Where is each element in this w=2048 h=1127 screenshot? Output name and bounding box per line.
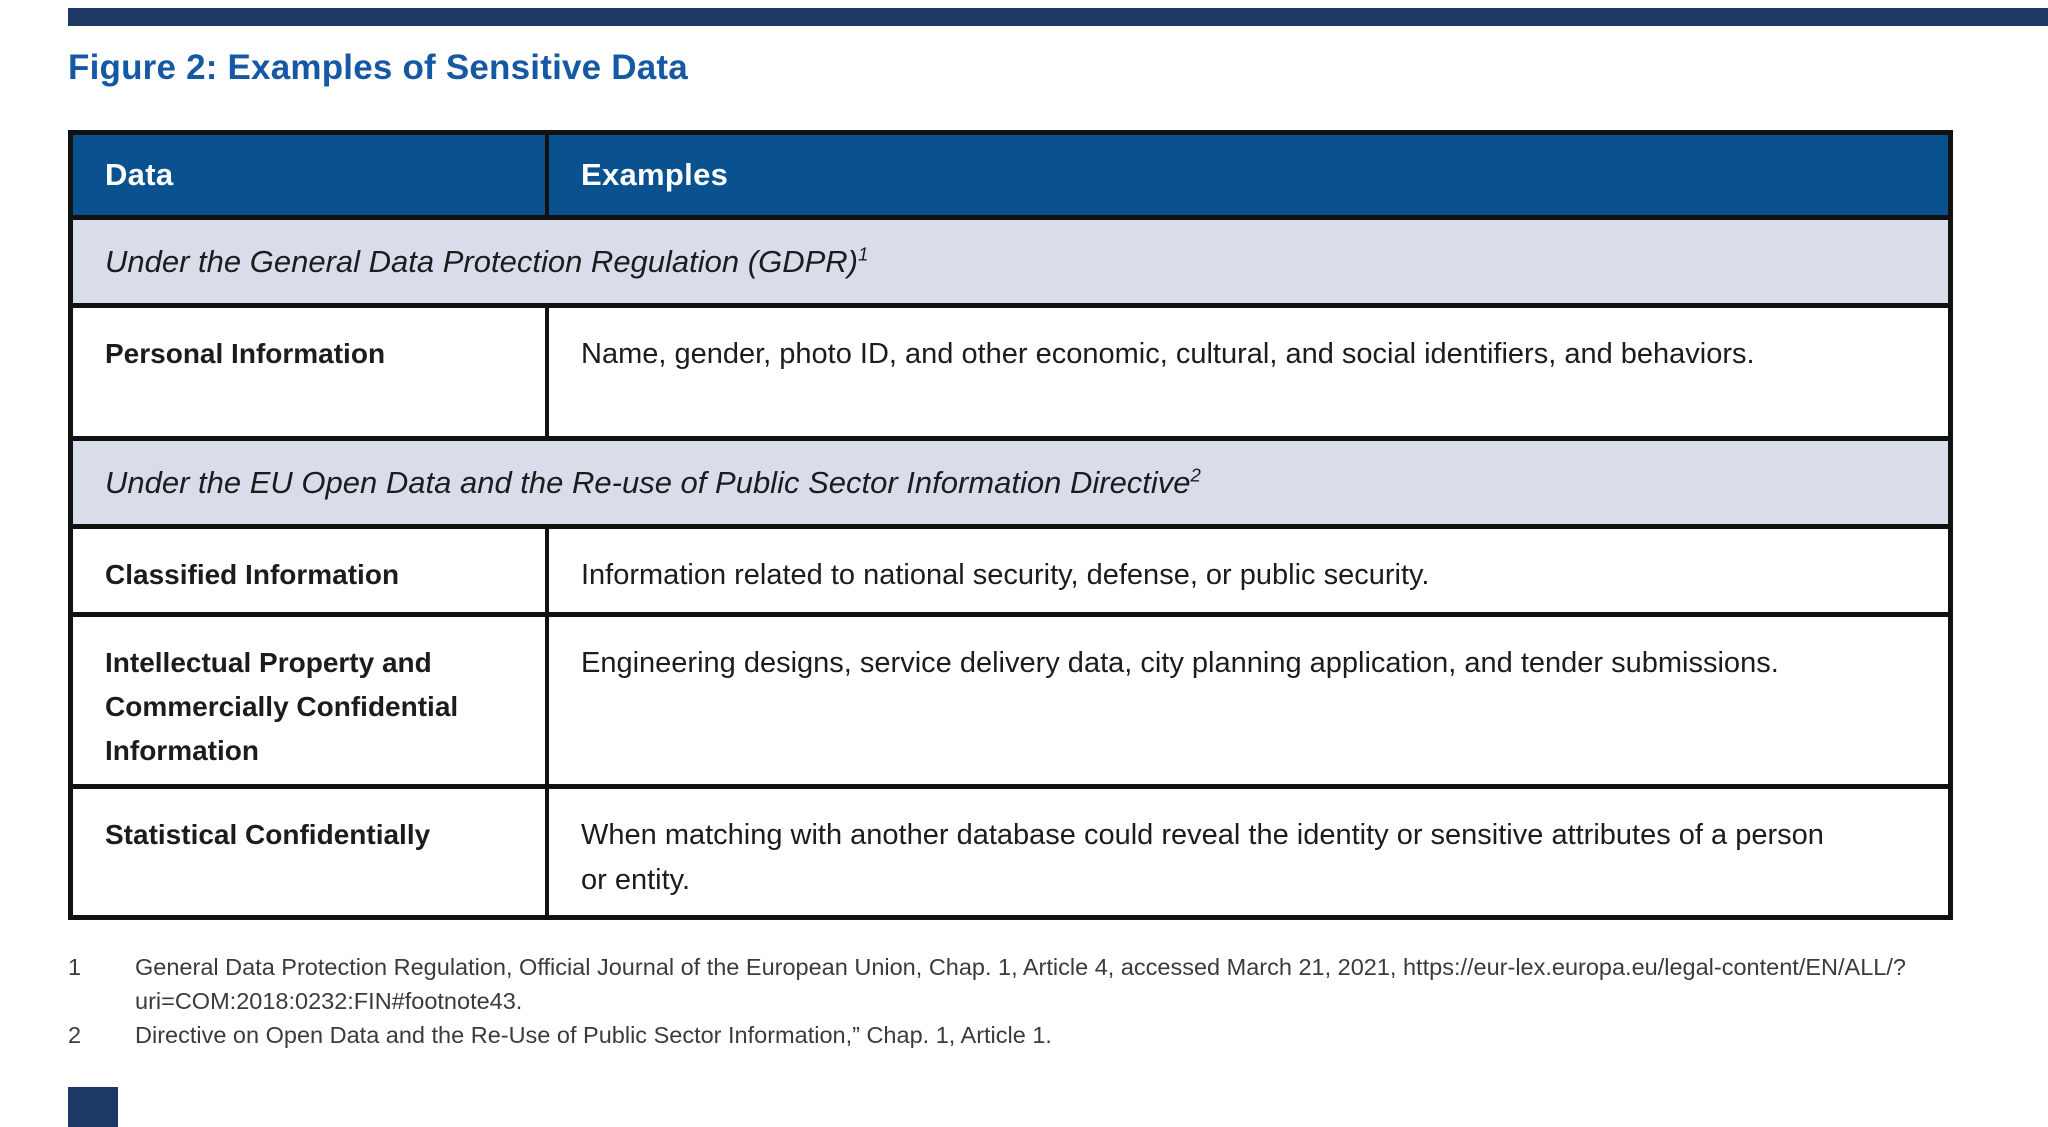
section-label: Under the General Data Protection Regula… [73, 244, 1948, 280]
examples-cell: When matching with another database coul… [549, 789, 1948, 915]
table-row-personal-information: Personal Information Name, gender, photo… [73, 303, 1948, 436]
data-cell: Classified Information [73, 529, 549, 612]
page-top-rule [68, 8, 2048, 26]
footnote-2: 2 Directive on Open Data and the Re-Use … [68, 1018, 1988, 1052]
data-cell: Personal Information [73, 308, 549, 436]
column-header-examples: Examples [581, 157, 729, 192]
section-row-gdpr: Under the General Data Protection Regula… [73, 215, 1948, 303]
examples-cell: Engineering designs, service delivery da… [549, 617, 1948, 784]
footnote-text: Directive on Open Data and the Re-Use of… [135, 1022, 1052, 1048]
section-label: Under the EU Open Data and the Re-use of… [73, 465, 1948, 501]
section-text: Under the General Data Protection Regula… [105, 243, 858, 279]
table-row-classified-information: Classified Information Information relat… [73, 524, 1948, 612]
column-header-data: Data [73, 135, 549, 215]
data-cell: Statistical Confidentially [73, 789, 549, 915]
table-row-statistical-confidentially: Statistical Confidentially When matching… [73, 784, 1948, 915]
examples-cell: Information related to national security… [549, 529, 1948, 612]
examples-text: Information related to national security… [581, 559, 1430, 591]
section-text: Under the EU Open Data and the Re-use of… [105, 464, 1191, 500]
page-corner-block [68, 1087, 118, 1127]
section-row-eu-open-data: Under the EU Open Data and the Re-use of… [73, 436, 1948, 524]
examples-cell: Name, gender, photo ID, and other econom… [549, 308, 1948, 436]
footnote-ref-2: 2 [1190, 464, 1201, 486]
table-row-intellectual-property: Intellectual Property and Commercially C… [73, 612, 1948, 784]
examples-text: When matching with another database coul… [581, 819, 1824, 896]
footnotes: 1 General Data Protection Regulation, Of… [68, 950, 1988, 1052]
examples-text: Name, gender, photo ID, and other econom… [581, 338, 1755, 370]
examples-text: Engineering designs, service delivery da… [581, 647, 1779, 679]
footnote-number: 2 [68, 1022, 82, 1048]
footnote-ref-1: 1 [857, 243, 869, 265]
footnote-text: General Data Protection Regulation, Offi… [135, 954, 1906, 1014]
footnote-1: 1 General Data Protection Regulation, Of… [68, 950, 1988, 1018]
data-cell: Intellectual Property and Commercially C… [73, 617, 549, 784]
footnote-number: 1 [68, 954, 82, 980]
table-header-row: Data Examples [73, 135, 1948, 215]
figure-title: Figure 2: Examples of Sensitive Data [68, 48, 688, 87]
sensitive-data-table: Data Examples Under the General Data Pro… [68, 130, 1953, 920]
